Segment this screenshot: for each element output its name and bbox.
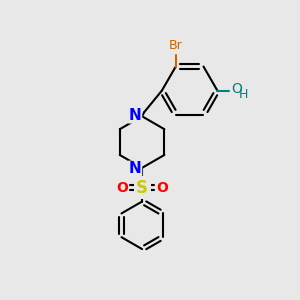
- Text: N: N: [129, 161, 142, 176]
- Text: O: O: [156, 181, 168, 195]
- Text: N: N: [129, 108, 142, 123]
- Text: S: S: [136, 178, 148, 196]
- Text: O: O: [231, 82, 242, 96]
- Text: O: O: [116, 181, 128, 195]
- Text: Br: Br: [169, 39, 183, 52]
- Text: H: H: [239, 88, 248, 101]
